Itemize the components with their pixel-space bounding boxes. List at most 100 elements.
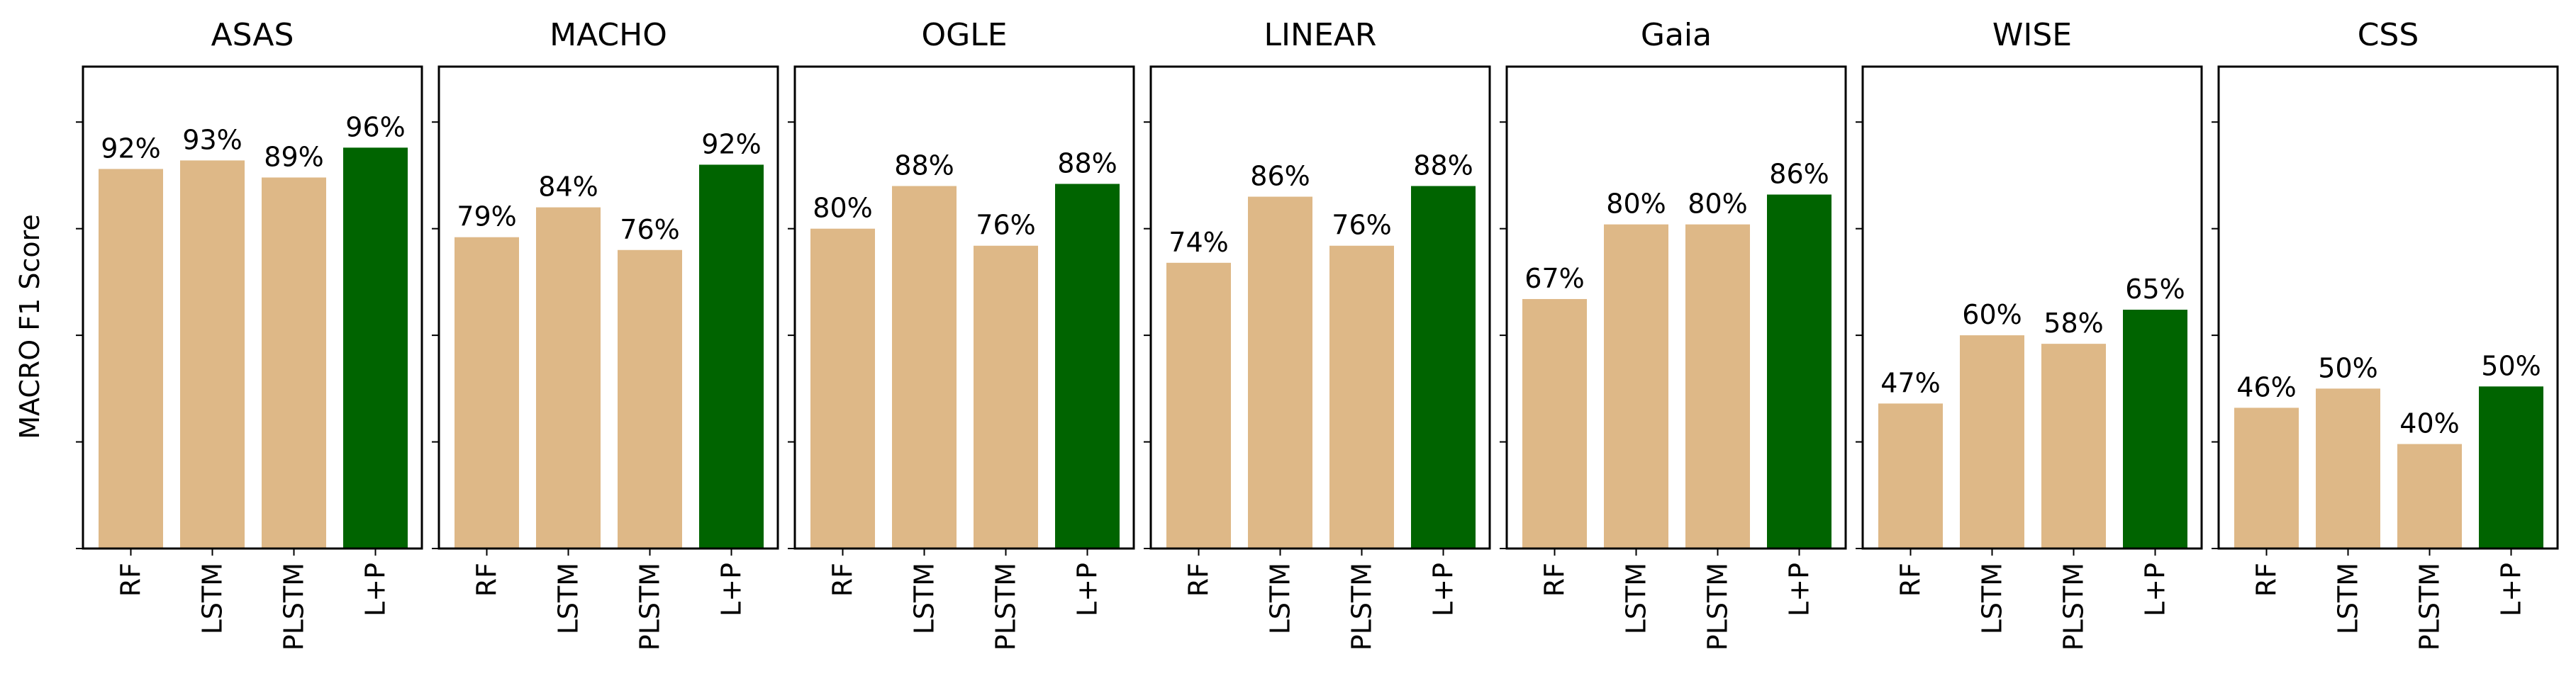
bar	[1960, 335, 2024, 549]
chart-panels: 92% RF 93% LSTM 89% PLSTM 96% L+P ASAS 79% RF 84% LS…	[76, 17, 2559, 651]
bar-value-label: 76%	[976, 210, 1035, 241]
bar-value-label: 79%	[457, 201, 516, 232]
bar	[1411, 186, 1476, 549]
bar-value-label: 76%	[620, 214, 679, 245]
x-tick-label: L+P	[2140, 563, 2171, 617]
x-tick-label: L+P	[360, 563, 391, 617]
bar-value-label: 80%	[813, 193, 872, 224]
panel-title: Gaia	[1641, 17, 1712, 53]
panel-title: MACHO	[550, 17, 667, 53]
bar-value-label: 47%	[1880, 367, 1940, 398]
bar	[536, 207, 601, 549]
bar-value-label: 92%	[701, 128, 761, 159]
bar-value-label: 67%	[1524, 263, 1584, 294]
bar	[1329, 245, 1394, 549]
bar	[343, 147, 408, 549]
bar	[262, 177, 326, 549]
x-tick-label: L+P	[1072, 563, 1103, 617]
bar-value-label: 84%	[538, 172, 598, 203]
x-tick-label: RF	[1895, 563, 1927, 597]
bar	[892, 186, 957, 549]
bar-value-label: 50%	[2481, 350, 2541, 381]
panel-css: 46% RF 50% LSTM 40% PLSTM 50% L+P CSS	[2212, 17, 2559, 651]
panel-frame	[2217, 65, 2559, 550]
bar	[699, 164, 764, 549]
bar	[1055, 184, 1120, 549]
bar-value-label: 89%	[264, 141, 323, 172]
y-axis-label: MACRO F1 Score	[14, 214, 45, 439]
panel-frame	[437, 65, 779, 550]
panel-title: WISE	[1992, 17, 2072, 53]
bar-value-label: 40%	[2399, 408, 2459, 439]
bar-value-label: 74%	[1169, 227, 1228, 258]
panel-frame	[1505, 65, 1847, 550]
bar	[1878, 403, 1943, 549]
x-tick-label: RF	[472, 563, 503, 597]
bar	[1685, 224, 1750, 549]
bar-value-label: 58%	[2043, 308, 2103, 339]
bar	[99, 169, 163, 549]
x-tick-label: PLSTM	[1346, 563, 1378, 651]
x-tick-label: LSTM	[197, 563, 228, 634]
x-tick-label: RF	[827, 563, 859, 597]
x-tick-label: PLSTM	[635, 563, 666, 651]
bar-value-label: 88%	[894, 150, 954, 181]
x-tick-label: PLSTM	[2414, 563, 2446, 651]
x-tick-label: LSTM	[553, 563, 584, 634]
bar	[455, 237, 519, 549]
x-tick-label: PLSTM	[2058, 563, 2090, 651]
bar	[1166, 262, 1231, 549]
x-tick-label: L+P	[1428, 563, 1459, 617]
panel-title: CSS	[2358, 17, 2419, 53]
panel-gaia: 67% RF 80% LSTM 80% PLSTM 86% L+P Gaia	[1500, 17, 1847, 651]
bar-value-label: 88%	[1057, 147, 1117, 179]
x-tick-label: RF	[2251, 563, 2282, 597]
panel-asas: 92% RF 93% LSTM 89% PLSTM 96% L+P ASAS	[76, 17, 423, 651]
bar	[2316, 388, 2380, 549]
bar	[2397, 444, 2462, 549]
panel-frame	[1149, 65, 1491, 550]
x-tick-label: LSTM	[1265, 563, 1296, 634]
x-tick-label: RF	[116, 563, 147, 597]
panel-ogle: 80% RF 88% LSTM 76% PLSTM 88% L+P OGLE	[788, 17, 1135, 651]
x-tick-label: LSTM	[1977, 563, 2008, 634]
panel-wise: 47% RF 60% LSTM 58% PLSTM 65% L+P WISE	[1856, 17, 2203, 651]
panel-macho: 79% RF 84% LSTM 76% PLSTM 92% L+P MACHO	[432, 17, 779, 651]
x-tick-label: RF	[1539, 563, 1571, 597]
x-tick-label: LSTM	[909, 563, 940, 634]
bar	[974, 245, 1038, 549]
bar-value-label: 50%	[2318, 352, 2377, 383]
bar-value-label: 86%	[1769, 159, 1829, 190]
bar-value-label: 93%	[182, 124, 242, 155]
panel-title: ASAS	[211, 17, 294, 53]
bar	[2234, 407, 2299, 549]
bar-value-label: 80%	[1688, 189, 1747, 220]
panel-title: OGLE	[921, 17, 1007, 53]
panel-frame	[793, 65, 1135, 550]
x-tick-label: LSTM	[2333, 563, 2364, 634]
panel-frame	[1861, 65, 2203, 550]
bar	[1767, 194, 1831, 549]
x-tick-label: PLSTM	[1702, 563, 1734, 651]
x-tick-label: PLSTM	[279, 563, 310, 651]
x-tick-label: L+P	[716, 563, 747, 617]
bar-value-label: 76%	[1332, 210, 1391, 241]
panel-frame	[82, 65, 423, 550]
bar-value-label: 88%	[1413, 150, 1473, 181]
bar-value-label: 60%	[1962, 299, 2022, 330]
bar-value-label: 46%	[2236, 371, 2296, 403]
panel-title: LINEAR	[1264, 17, 1377, 53]
bar	[810, 228, 875, 549]
bar	[1248, 196, 1312, 549]
x-tick-label: LSTM	[1621, 563, 1652, 634]
bar-value-label: 96%	[345, 111, 405, 142]
bar-value-label: 86%	[1250, 161, 1310, 192]
bar	[618, 249, 682, 549]
bar-value-label: 80%	[1606, 189, 1666, 220]
bar	[2479, 386, 2543, 549]
bar-value-label: 65%	[2125, 274, 2185, 305]
bar	[1604, 224, 1668, 549]
x-tick-label: PLSTM	[991, 563, 1022, 651]
x-tick-label: L+P	[2496, 563, 2527, 617]
